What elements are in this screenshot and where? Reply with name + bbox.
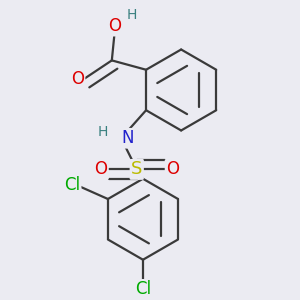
Text: N: N [121,129,134,147]
Text: H: H [127,8,137,22]
Text: Cl: Cl [64,176,80,194]
Text: O: O [94,160,107,178]
Text: O: O [166,160,179,178]
Text: Cl: Cl [135,280,151,298]
Text: S: S [131,160,142,178]
Text: O: O [71,70,84,88]
Text: O: O [108,17,122,35]
Text: H: H [97,125,108,139]
